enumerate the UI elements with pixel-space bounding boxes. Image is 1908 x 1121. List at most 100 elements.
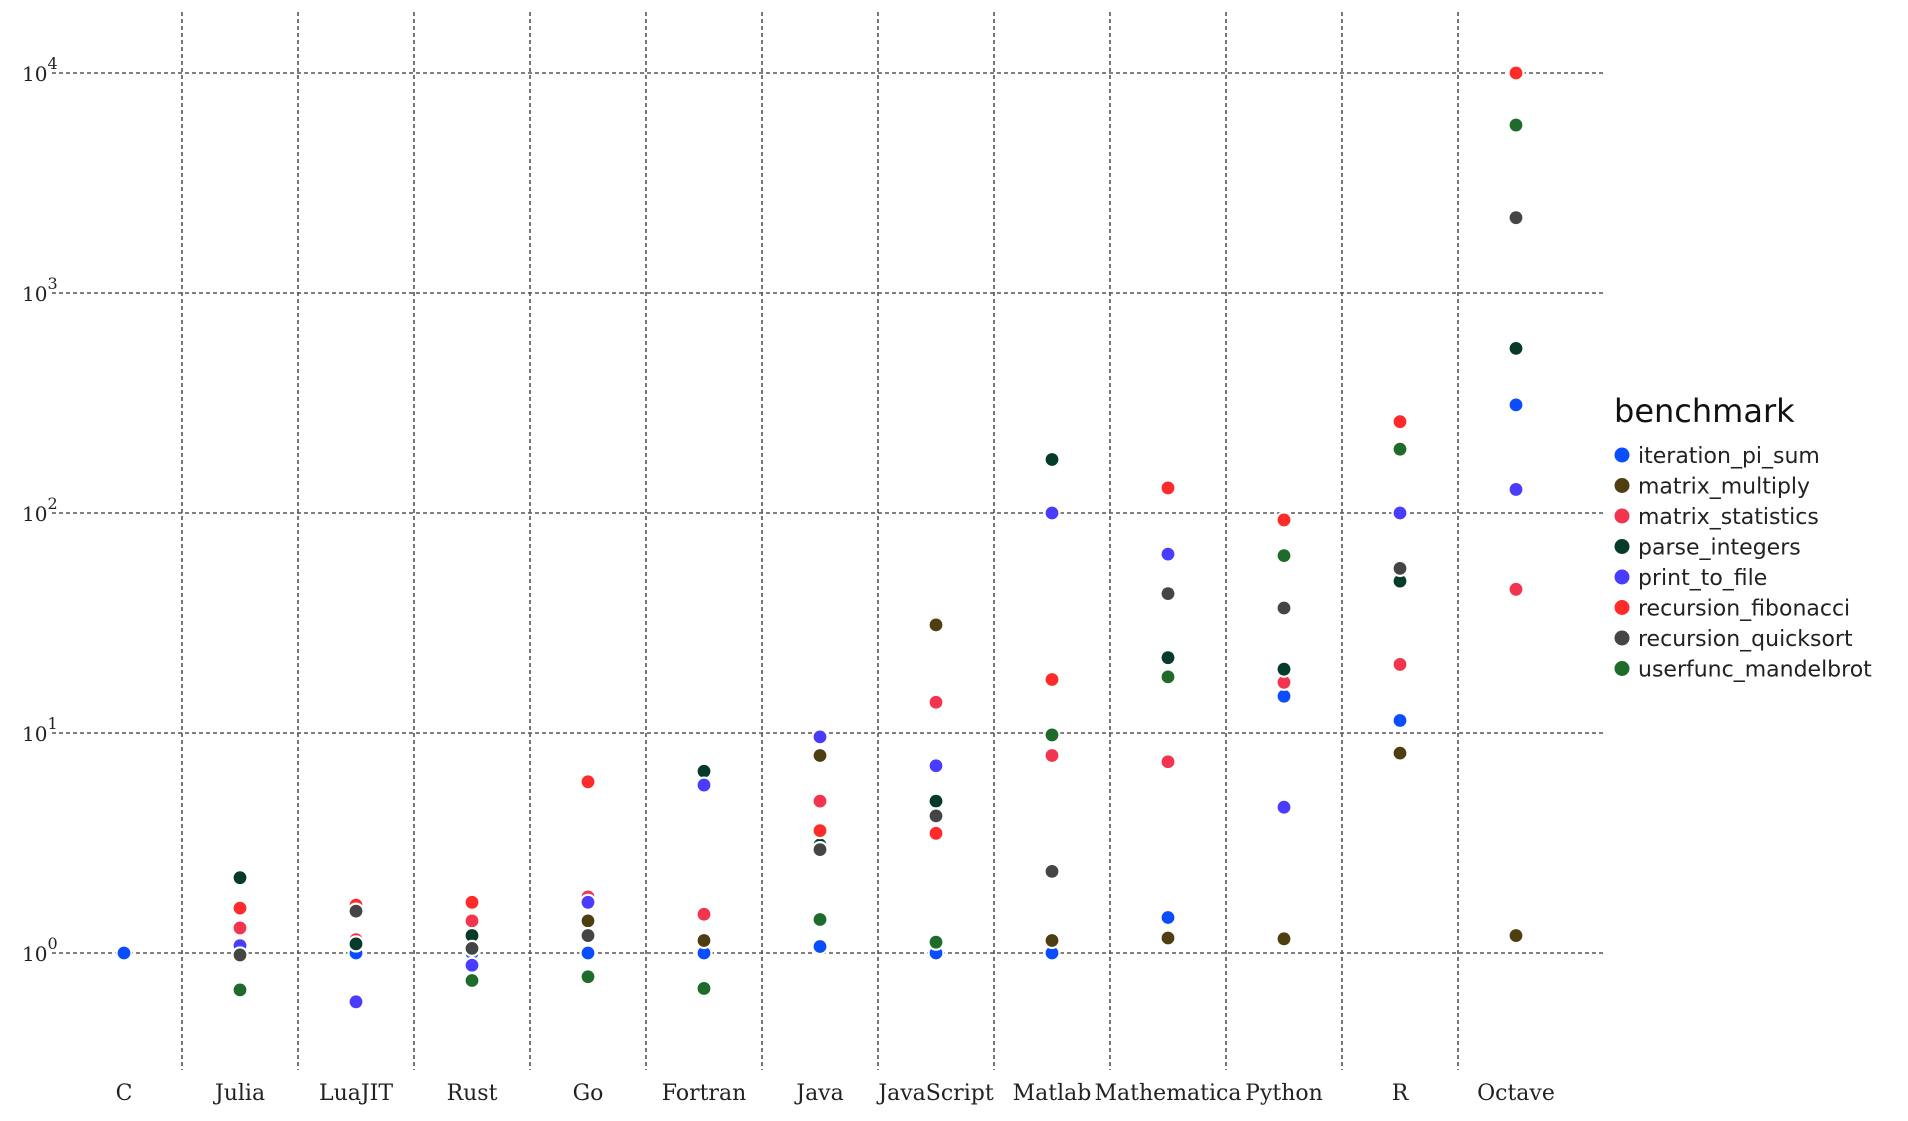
x-axis-ticks: C Julia LuaJIT Rust Go Fortran Java JavaScript M…	[116, 1081, 1555, 1106]
point-recursion_quicksort-Octave	[1507, 209, 1525, 227]
legend-label-matrix_multiply: matrix_multiply	[1638, 475, 1810, 500]
point-recursion_fibonacci-R	[1391, 413, 1409, 431]
point-recursion_fibonacci-Python	[1275, 511, 1293, 529]
x-tick-label-3: Rust	[447, 1081, 498, 1106]
point-iteration_pi_sum-Python	[1275, 687, 1293, 705]
point-matrix_multiply-Go	[579, 912, 597, 930]
x-tick-label-8: Matlab	[1013, 1081, 1092, 1106]
point-matrix_multiply-Python	[1275, 930, 1293, 948]
point-iteration_pi_sum-Octave	[1507, 396, 1525, 414]
grid	[52, 12, 1605, 1070]
legend-marker-iteration_pi_sum	[1614, 447, 1630, 463]
y-axis-ticks: 100 101 102 103 104	[22, 54, 58, 966]
point-recursion_fibonacci-Java	[811, 822, 829, 840]
point-print_to_file-Python	[1275, 798, 1293, 816]
x-tick-label-11: R	[1392, 1081, 1410, 1106]
point-matrix_multiply-Octave	[1507, 926, 1525, 945]
point-matrix_statistics-Matlab	[1043, 746, 1061, 765]
point-matrix_multiply-Java	[811, 746, 829, 765]
point-print_to_file-Matlab	[1043, 504, 1061, 522]
x-tick-label-6: Java	[794, 1081, 843, 1106]
point-recursion_quicksort-Mathematica	[1159, 585, 1177, 603]
legend-label-print_to_file: print_to_file	[1638, 566, 1767, 591]
point-print_to_file-LuaJIT	[347, 993, 365, 1011]
point-iteration_pi_sum-Mathematica	[1159, 908, 1177, 927]
x-tick-label-4: Go	[573, 1081, 604, 1106]
point-recursion_quicksort-Matlab	[1043, 862, 1061, 880]
y-tick-label-4: 104	[22, 54, 58, 86]
x-tick-label-9: Mathematica	[1095, 1081, 1242, 1106]
point-recursion_quicksort-Julia	[231, 946, 249, 964]
point-recursion_quicksort-LuaJIT	[347, 902, 365, 920]
point-matrix_multiply-Mathematica	[1159, 929, 1177, 947]
point-parse_integers-LuaJIT	[347, 935, 365, 953]
legend-marker-recursion_fibonacci	[1614, 600, 1630, 615]
point-userfunc_mandelbrot-Java	[811, 910, 829, 929]
point-recursion_quicksort-Go	[579, 926, 597, 945]
x-tick-label-0: C	[116, 1081, 133, 1106]
legend-label-parse_integers: parse_integers	[1638, 536, 1801, 561]
point-userfunc_mandelbrot-Python	[1275, 547, 1293, 565]
legend-label-userfunc_mandelbrot: userfunc_mandelbrot	[1638, 658, 1872, 683]
point-print_to_file-Go	[579, 893, 597, 911]
point-iteration_pi_sum-C	[115, 944, 133, 962]
data-points	[115, 64, 1525, 1011]
point-userfunc_mandelbrot-Go	[579, 968, 597, 986]
point-parse_integers-Matlab	[1043, 450, 1061, 469]
point-recursion_quicksort-JavaScript	[927, 807, 945, 825]
x-tick-label-5: Fortran	[662, 1081, 746, 1106]
point-parse_integers-Octave	[1507, 339, 1525, 357]
point-recursion_fibonacci-Rust	[463, 893, 481, 911]
legend-label-iteration_pi_sum: iteration_pi_sum	[1638, 444, 1820, 469]
legend-marker-matrix_multiply	[1614, 478, 1630, 493]
point-userfunc_mandelbrot-R	[1391, 440, 1409, 458]
x-tick-label-2: LuaJIT	[319, 1081, 393, 1106]
point-recursion_fibonacci-Matlab	[1043, 670, 1061, 689]
point-recursion_quicksort-Python	[1275, 599, 1293, 617]
point-print_to_file-Mathematica	[1159, 545, 1177, 563]
legend-title: benchmark	[1614, 392, 1795, 430]
legend-label-recursion_quicksort: recursion_quicksort	[1638, 627, 1853, 652]
x-tick-label-1: Julia	[213, 1081, 265, 1106]
legend: benchmark iteration_pi_sum matrix_multipl…	[1614, 392, 1872, 683]
point-recursion_quicksort-R	[1391, 559, 1409, 577]
x-tick-label-10: Python	[1245, 1081, 1323, 1106]
point-recursion_fibonacci-JavaScript	[927, 824, 945, 842]
legend-marker-matrix_statistics	[1614, 508, 1630, 524]
point-print_to_file-JavaScript	[927, 757, 945, 775]
point-recursion_quicksort-Java	[811, 841, 829, 859]
point-matrix_statistics-Rust	[463, 912, 481, 930]
point-matrix_statistics-JavaScript	[927, 693, 945, 711]
y-tick-label-2: 102	[22, 494, 58, 526]
legend-label-matrix_statistics: matrix_statistics	[1638, 505, 1819, 530]
point-matrix_statistics-R	[1391, 655, 1409, 674]
point-recursion_quicksort-Rust	[463, 939, 481, 957]
point-matrix_multiply-Matlab	[1043, 931, 1061, 950]
point-parse_integers-Python	[1275, 660, 1293, 678]
point-parse_integers-Julia	[231, 869, 249, 887]
point-userfunc_mandelbrot-Matlab	[1043, 726, 1061, 744]
point-matrix_statistics-Fortran	[695, 905, 713, 923]
point-recursion_fibonacci-Julia	[231, 899, 249, 917]
point-iteration_pi_sum-Java	[811, 937, 829, 956]
x-tick-label-12: Octave	[1477, 1081, 1555, 1106]
point-print_to_file-Rust	[463, 956, 481, 974]
point-recursion_fibonacci-Mathematica	[1159, 479, 1177, 497]
point-matrix_multiply-Fortran	[695, 931, 713, 950]
legend-marker-parse_integers	[1614, 539, 1630, 554]
point-userfunc_mandelbrot-Mathematica	[1159, 668, 1177, 686]
point-print_to_file-Java	[811, 728, 829, 746]
point-recursion_fibonacci-Go	[579, 773, 597, 791]
point-recursion_fibonacci-Octave	[1507, 64, 1525, 82]
point-iteration_pi_sum-Go	[579, 944, 597, 962]
point-userfunc_mandelbrot-Julia	[231, 981, 249, 999]
point-matrix_statistics-Julia	[231, 919, 249, 937]
point-parse_integers-JavaScript	[927, 792, 945, 810]
point-print_to_file-Octave	[1507, 480, 1525, 499]
point-matrix_multiply-R	[1391, 744, 1409, 762]
point-matrix_statistics-Mathematica	[1159, 753, 1177, 771]
point-parse_integers-Mathematica	[1159, 649, 1177, 667]
legend-marker-print_to_file	[1614, 569, 1630, 585]
legend-marker-userfunc_mandelbrot	[1614, 661, 1630, 676]
